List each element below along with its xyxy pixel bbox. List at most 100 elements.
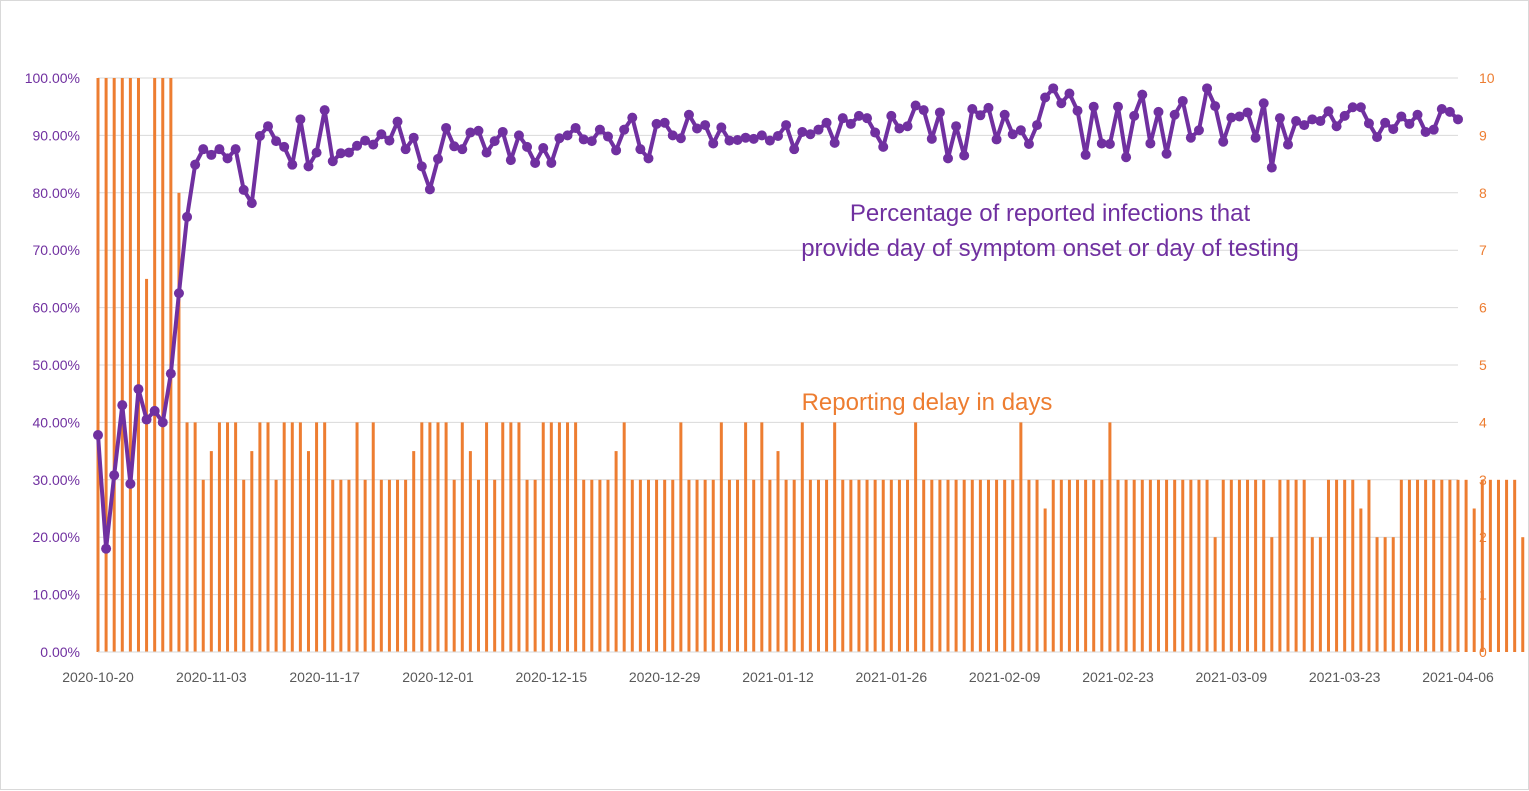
y-left-tick-label: 40.00% xyxy=(33,414,80,430)
percentage-point xyxy=(1259,98,1269,108)
delay-bar xyxy=(356,422,359,652)
bar-label: Reporting delay in days xyxy=(802,389,1053,416)
y-left-tick-label: 0.00% xyxy=(40,644,80,660)
percentage-point xyxy=(498,127,508,137)
delay-bar xyxy=(461,422,464,652)
delay-bar xyxy=(1489,480,1492,652)
delay-bar xyxy=(194,422,197,652)
percentage-point xyxy=(433,154,443,164)
delay-bar xyxy=(299,422,302,652)
delay-bar xyxy=(777,451,780,652)
percentage-point xyxy=(1210,101,1220,111)
delay-bar xyxy=(1011,480,1014,652)
y-right-tick-label: 8 xyxy=(1479,185,1487,201)
percentage-point xyxy=(117,400,127,410)
delay-bar xyxy=(493,480,496,652)
delay-bar xyxy=(1100,480,1103,652)
percentage-point xyxy=(142,415,152,425)
x-tick-label: 2020-12-29 xyxy=(629,669,701,685)
delay-bar xyxy=(1133,480,1136,652)
percentage-point xyxy=(279,142,289,152)
delay-bar xyxy=(720,422,723,652)
percentage-point xyxy=(538,143,548,153)
percentage-point xyxy=(1404,119,1414,129)
y-left-tick-label: 80.00% xyxy=(33,185,80,201)
delay-bar xyxy=(1189,480,1192,652)
percentage-point xyxy=(919,105,929,115)
delay-bar xyxy=(615,451,618,652)
percentage-point xyxy=(287,160,297,170)
percentage-point xyxy=(174,288,184,298)
delay-bar xyxy=(323,422,326,652)
x-tick-label: 2020-11-17 xyxy=(289,669,360,685)
delay-bar xyxy=(1206,480,1209,652)
delay-bar xyxy=(186,422,189,652)
delay-bar xyxy=(517,422,520,652)
percentage-point xyxy=(530,158,540,168)
delay-bar xyxy=(768,480,771,652)
percentage-point xyxy=(1162,149,1172,159)
delay-bar xyxy=(485,422,488,652)
delay-bar xyxy=(930,480,933,652)
delay-bar xyxy=(1027,480,1030,652)
delay-bar xyxy=(1400,480,1403,652)
delay-bar xyxy=(558,422,561,652)
delay-bar xyxy=(582,480,585,652)
delay-bar xyxy=(1076,480,1079,652)
delay-bar xyxy=(785,480,788,652)
delay-bar xyxy=(509,422,512,652)
delay-bar xyxy=(1465,480,1468,652)
y-left-tick-label: 30.00% xyxy=(33,472,80,488)
delay-bar xyxy=(1230,480,1233,652)
y-right-tick-label: 2 xyxy=(1479,529,1487,545)
delay-bar xyxy=(906,480,909,652)
delay-bar xyxy=(890,480,893,652)
delay-bar xyxy=(420,422,423,652)
delay-bar xyxy=(412,451,415,652)
percentage-point xyxy=(457,144,467,154)
percentage-point xyxy=(813,125,823,135)
percentage-point xyxy=(708,138,718,148)
percentage-point xyxy=(660,118,670,128)
delay-bar xyxy=(1197,480,1200,652)
delay-bar xyxy=(704,480,707,652)
x-tick-label: 2021-02-09 xyxy=(969,669,1041,685)
delay-bar xyxy=(501,422,504,652)
percentage-point xyxy=(1396,111,1406,121)
delay-bar xyxy=(1262,480,1265,652)
delay-bar xyxy=(113,78,116,652)
percentage-point xyxy=(1194,125,1204,135)
percentage-point xyxy=(133,384,143,394)
delay-bar xyxy=(1335,480,1338,652)
percentage-point xyxy=(1153,107,1163,117)
percentage-point xyxy=(571,123,581,133)
y-right-tick-label: 7 xyxy=(1479,242,1487,258)
delay-bar xyxy=(809,480,812,652)
y-right-tick-label: 10 xyxy=(1479,70,1495,86)
delay-bar xyxy=(177,193,180,652)
y-right-tick-label: 5 xyxy=(1479,357,1487,373)
delay-bar xyxy=(477,480,480,652)
percentage-point xyxy=(158,417,168,427)
percentage-point xyxy=(1243,107,1253,117)
percentage-point xyxy=(1413,110,1423,120)
delay-bar xyxy=(307,451,310,652)
y-right-tick-label: 4 xyxy=(1479,414,1487,430)
percentage-point xyxy=(1105,139,1115,149)
x-tick-label: 2020-11-03 xyxy=(176,669,247,685)
delay-bar xyxy=(388,480,391,652)
delay-bar xyxy=(153,78,156,652)
y-left-tick-label: 70.00% xyxy=(33,242,80,258)
delay-bar xyxy=(922,480,925,652)
percentage-point xyxy=(1000,110,1010,120)
percentage-point xyxy=(109,470,119,480)
delay-bar xyxy=(267,422,270,652)
y-right-tick-label: 9 xyxy=(1479,127,1487,143)
percentage-point xyxy=(506,155,516,165)
percentage-point xyxy=(1445,107,1455,117)
delay-bar xyxy=(623,422,626,652)
delay-bar xyxy=(1044,509,1047,653)
percentage-point xyxy=(870,128,880,138)
delay-bar xyxy=(1343,480,1346,652)
